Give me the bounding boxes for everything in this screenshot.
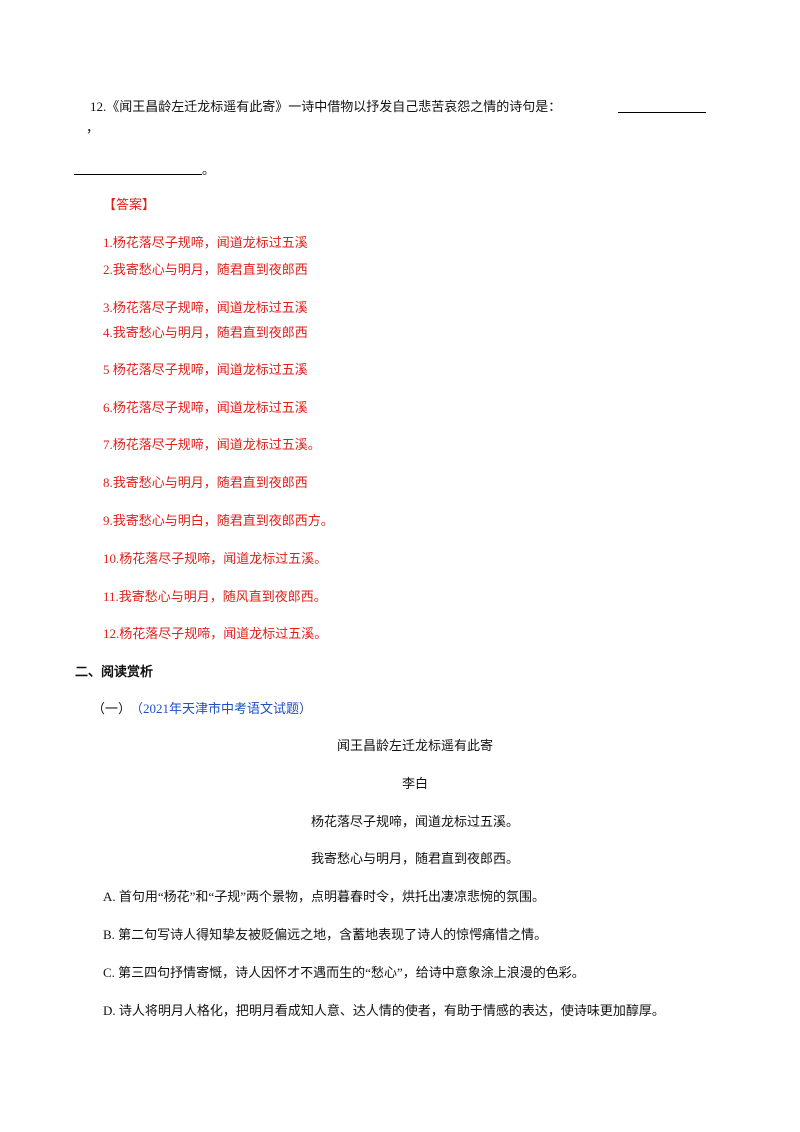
option: D. 诗人将明月人格化，把明月看成知人意、达人情的使者，有助于情感的表达，使诗味… [103,1003,665,1018]
poem-line: 杨花落尽子规啼，闻道龙标过五溪。 [310,814,519,829]
answer-item: 12.杨花落尽子规啼，闻道龙标过五溪。 [103,626,328,641]
answer-item: 11.我寄愁心与明月，随风直到夜郎西。 [103,589,327,604]
answer-item: 5 杨花落尽子规啼，闻道龙标过五溪 [103,362,308,377]
section-number: （一） [92,701,132,716]
answer-item: 3.杨花落尽子规啼，闻道龙标过五溪 [103,300,308,315]
comma: ， [86,120,100,135]
answer-item: 1.杨花落尽子规啼，闻道龙标过五溪 [103,235,308,250]
answer-label: 【答案】 [103,197,156,212]
answer-item: 10.杨花落尽子规啼，闻道龙标过五溪。 [103,551,328,566]
poem-line: 我寄愁心与明月，随君直到夜郎西。 [310,851,519,866]
answer-blank [618,112,706,113]
question: 12.《闻王昌龄左迁龙标遥有此寄》一诗中借物以抒发自己悲苦哀怨之情的诗句是： [90,99,562,114]
poem-title: 闻王昌龄左迁龙标遥有此寄 [336,738,493,753]
option: C. 第三四句抒情寄慨，诗人因怀才不遇而生的“愁心”，给诗中意象涂上浪漫的色彩。 [103,965,585,980]
answer-item: 2.我寄愁心与明月，随君直到夜郎西 [103,262,308,277]
option: B. 第二句写诗人得知挚友被贬偏远之地，含蓄地表现了诗人的惊愕痛惜之情。 [103,927,548,942]
poem-author: 李白 [401,776,428,791]
answer-blank [74,174,202,175]
answer-item: 4.我寄愁心与明月，随君直到夜郎西 [103,325,308,340]
answer-item: 8.我寄愁心与明月，随君直到夜郎西 [103,475,308,490]
period: 。 [202,162,216,177]
section-source: （2021年天津市中考语文试题） [130,701,313,716]
answer-item: 6.杨花落尽子规啼，闻道龙标过五溪 [103,400,308,415]
answer-item: 9.我寄愁心与明白，随君直到夜郎西方。 [103,513,334,528]
answer-item: 7.杨花落尽子规啼，闻道龙标过五溪。 [103,437,321,452]
section-heading: 二、阅读赏析 [75,664,154,679]
option: A. 首句用“杨花”和“子规”两个景物，点明暮春时令，烘托出凄凉悲惋的氛围。 [103,889,545,904]
